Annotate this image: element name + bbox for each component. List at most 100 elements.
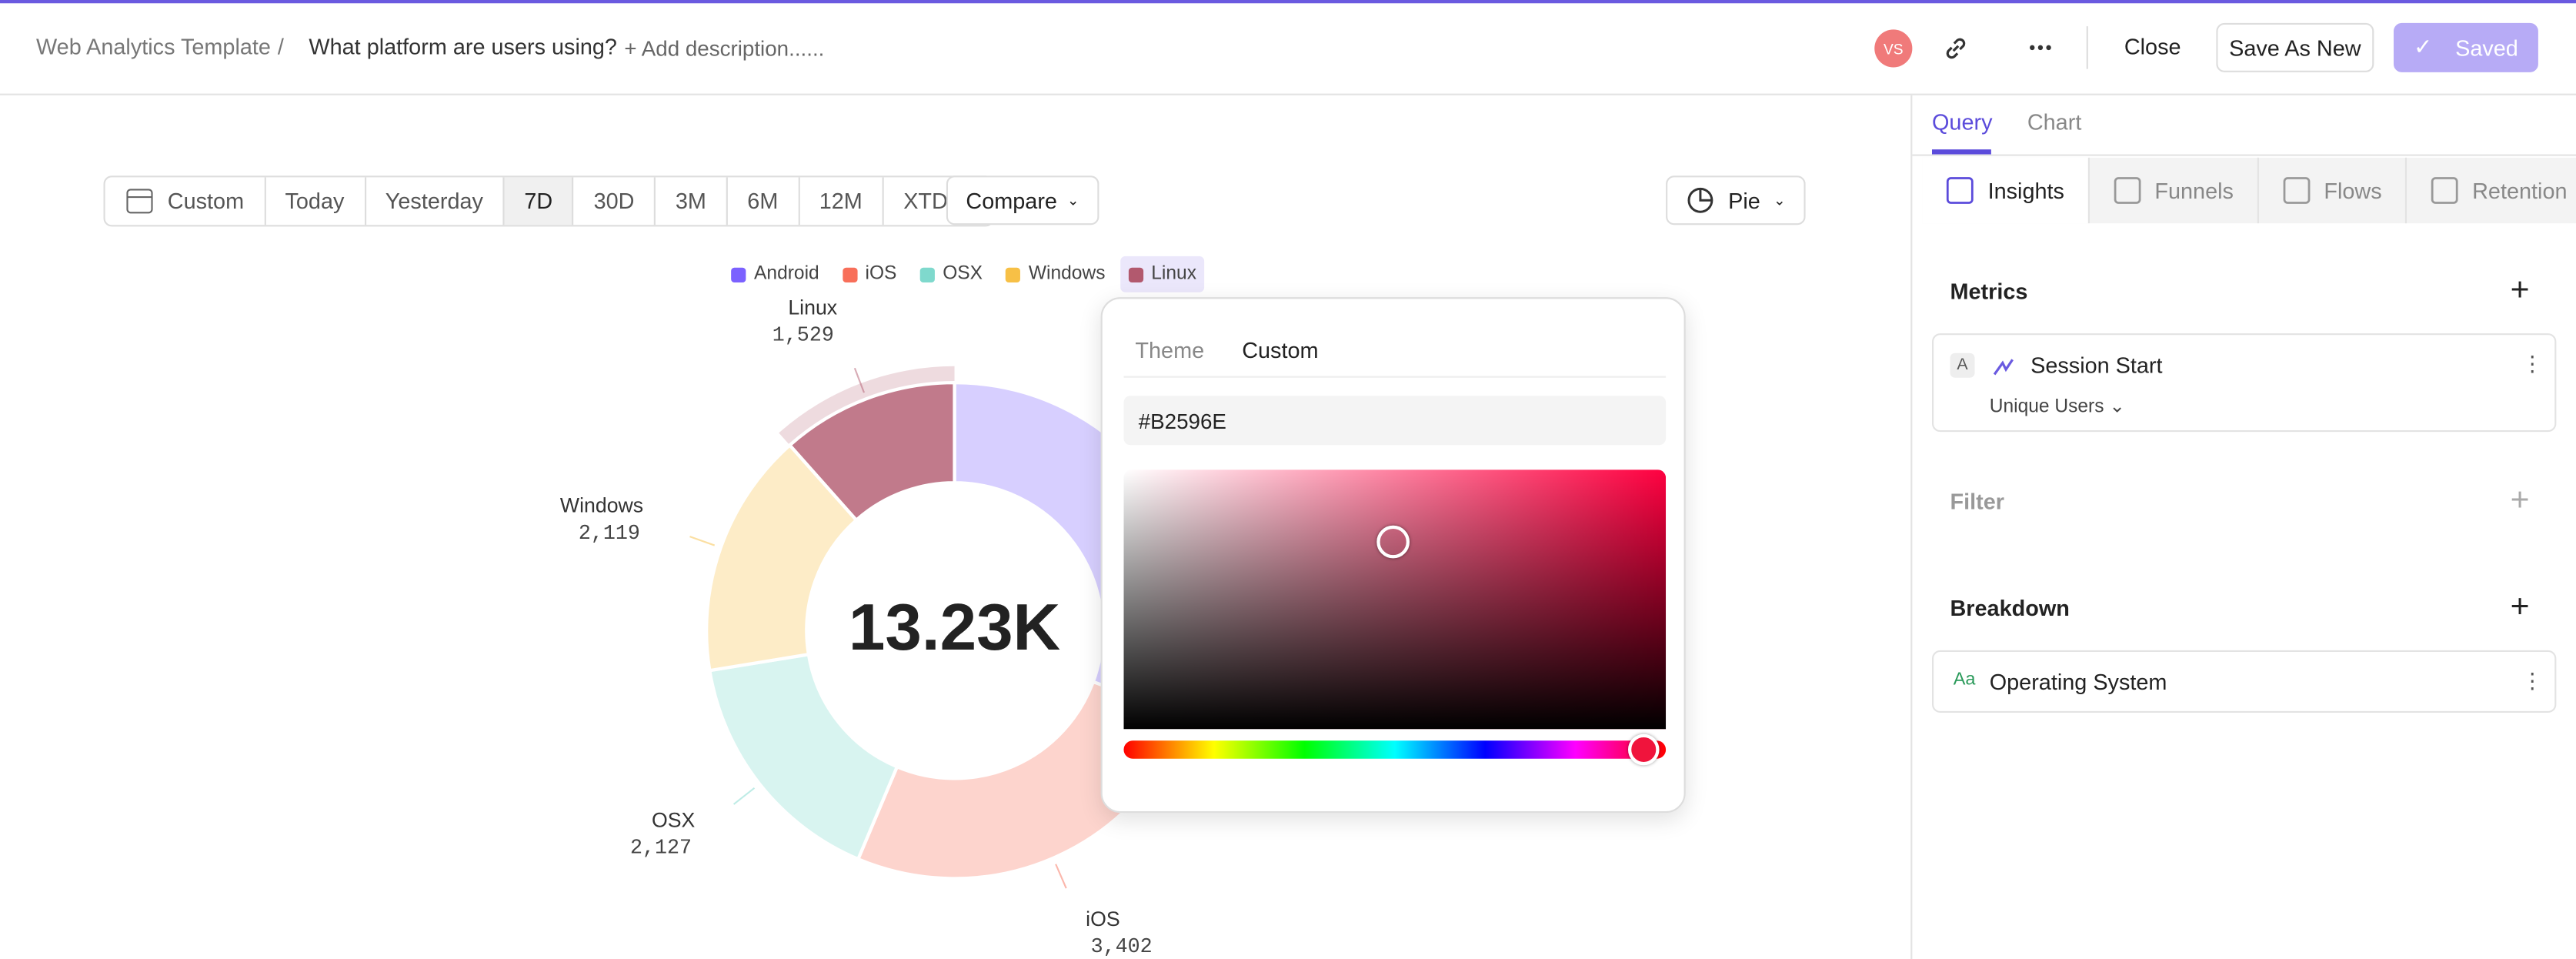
range-button[interactable]: Today bbox=[265, 177, 366, 226]
chart-type-button[interactable]: Pie ⌄ bbox=[1666, 175, 1806, 226]
legend-item[interactable]: Linux bbox=[1119, 256, 1205, 292]
tab-underline bbox=[1931, 149, 1991, 155]
saved-label: Saved bbox=[2455, 35, 2518, 60]
breakdown-card[interactable]: Aa Operating System ⋮ bbox=[1931, 650, 2557, 713]
avatar[interactable]: VS bbox=[1874, 29, 1913, 68]
event-icon bbox=[1993, 359, 2014, 376]
legend-item[interactable]: Windows bbox=[997, 256, 1113, 292]
metric-name: Session Start bbox=[2030, 353, 2163, 378]
chart-type-label: Pie bbox=[1728, 188, 1760, 213]
breakdown-heading: Breakdown bbox=[1950, 596, 2070, 621]
saturation-area[interactable] bbox=[1123, 469, 1667, 730]
leader-line bbox=[1055, 864, 1067, 889]
add-filter[interactable]: + bbox=[2510, 483, 2530, 520]
breakdown-badge: Aa bbox=[1953, 670, 1976, 690]
save-as-new-button[interactable]: Save As New bbox=[2216, 22, 2374, 72]
tab-label: Retention bbox=[2472, 178, 2568, 203]
add-metric[interactable]: + bbox=[2510, 272, 2530, 309]
segment bbox=[705, 443, 859, 673]
divider bbox=[2086, 26, 2088, 69]
header-border bbox=[0, 93, 2576, 95]
legend-label: Linux bbox=[1151, 264, 1196, 285]
analysis-tab[interactable]: Funnels bbox=[2089, 157, 2258, 224]
total-label: 13.23K bbox=[849, 591, 1060, 664]
hue-slider[interactable] bbox=[1123, 740, 1667, 759]
hex-input[interactable]: #B2596E bbox=[1123, 396, 1667, 446]
range-button[interactable]: Yesterday bbox=[365, 177, 505, 226]
saturation-handle[interactable] bbox=[1376, 525, 1410, 559]
top-accent bbox=[0, 0, 2576, 4]
calendar-shape bbox=[126, 189, 153, 214]
theme-tab[interactable]: Theme bbox=[1135, 338, 1205, 363]
tab-icon bbox=[1946, 177, 1974, 204]
legend-item[interactable]: Android bbox=[722, 256, 827, 292]
slice-label: iOS bbox=[1086, 907, 1119, 931]
chart-tab[interactable]: Chart bbox=[2027, 109, 2082, 135]
pie-icon bbox=[1687, 187, 1713, 213]
slice-label: Linux bbox=[788, 296, 837, 319]
measure-label: Unique Users bbox=[1989, 397, 2104, 417]
slice-value: 2,119 bbox=[579, 523, 640, 546]
add-breakdown[interactable]: + bbox=[2510, 589, 2530, 626]
link-icon[interactable] bbox=[1942, 35, 1970, 62]
segment bbox=[787, 380, 956, 523]
legend-swatch bbox=[1005, 266, 1021, 282]
legend-item[interactable]: OSX bbox=[912, 256, 991, 292]
breadcrumb[interactable]: Web Analytics Template bbox=[35, 34, 271, 59]
add-description[interactable]: + Add description...... bbox=[624, 35, 825, 61]
donut-chart: iOS 3,402 OSX 2,127 Windows 2,119 Linux 1,529 13… bbox=[559, 296, 1203, 959]
metric-card[interactable]: A Session Start Unique Users ⌄ ⋮ bbox=[1931, 333, 2557, 433]
tab-icon bbox=[2282, 177, 2310, 204]
legend-swatch bbox=[731, 266, 746, 282]
compare-button[interactable]: Compare ⌄ bbox=[946, 175, 1099, 226]
tab-icon bbox=[2113, 177, 2141, 204]
breakdown-menu[interactable]: ⋮ bbox=[2521, 668, 2544, 693]
icon-shape bbox=[2431, 177, 2458, 204]
icon-shape bbox=[2113, 177, 2141, 204]
close-button[interactable]: Close bbox=[2124, 34, 2181, 59]
legend-swatch bbox=[1128, 266, 1143, 282]
leader-line bbox=[853, 367, 866, 393]
check-icon: ✓ bbox=[2414, 34, 2433, 59]
metric-menu[interactable]: ⋮ bbox=[2521, 351, 2544, 376]
range-button[interactable]: 3M bbox=[656, 177, 728, 226]
more-icon[interactable] bbox=[2027, 36, 2054, 59]
analysis-tab[interactable]: Retention bbox=[2407, 158, 2576, 223]
range-button[interactable]: Custom bbox=[105, 177, 265, 226]
leader-line bbox=[732, 787, 756, 805]
slice-value: 3,402 bbox=[1091, 936, 1153, 959]
range-button[interactable]: 7D bbox=[504, 177, 574, 226]
icon-shape bbox=[2282, 177, 2310, 204]
legend-swatch bbox=[842, 266, 857, 282]
range-button[interactable]: 12M bbox=[799, 177, 884, 226]
analysis-tabs: Insights Funnels Flows Retention bbox=[1922, 157, 2576, 224]
separator: / bbox=[277, 34, 284, 59]
query-tab[interactable]: Query bbox=[1931, 109, 1993, 135]
tab-icon bbox=[2431, 177, 2458, 204]
calendar-icon bbox=[126, 189, 153, 214]
legend-label: iOS bbox=[865, 264, 897, 285]
compare-label: Compare bbox=[966, 188, 1057, 213]
range-button[interactable]: 30D bbox=[574, 177, 656, 226]
report-title[interactable]: What platform are users using? bbox=[309, 34, 617, 59]
range-button[interactable]: 6M bbox=[728, 177, 800, 226]
legend-label: Windows bbox=[1028, 264, 1106, 285]
tab-border bbox=[1912, 154, 2576, 156]
legend-label: OSX bbox=[943, 264, 983, 285]
hue-handle[interactable] bbox=[1627, 733, 1660, 766]
analysis-tab[interactable]: Insights bbox=[1922, 157, 2089, 224]
metric-measure[interactable]: Unique Users ⌄ bbox=[1989, 397, 2125, 417]
tab-label: Funnels bbox=[2154, 178, 2234, 203]
legend-label: Android bbox=[754, 264, 819, 285]
slice-value: 2,127 bbox=[630, 837, 692, 860]
custom-tab[interactable]: Custom bbox=[1242, 338, 1319, 363]
filter-heading: Filter bbox=[1950, 489, 2004, 514]
saved-button[interactable]: ✓ Saved bbox=[2393, 22, 2538, 72]
legend-item[interactable]: iOS bbox=[834, 256, 905, 292]
tab-label: Flows bbox=[2324, 178, 2382, 203]
color-picker: Theme Custom #B2596E bbox=[1100, 297, 1686, 814]
analysis-tab[interactable]: Flows bbox=[2258, 157, 2407, 224]
metrics-heading: Metrics bbox=[1950, 279, 2028, 304]
